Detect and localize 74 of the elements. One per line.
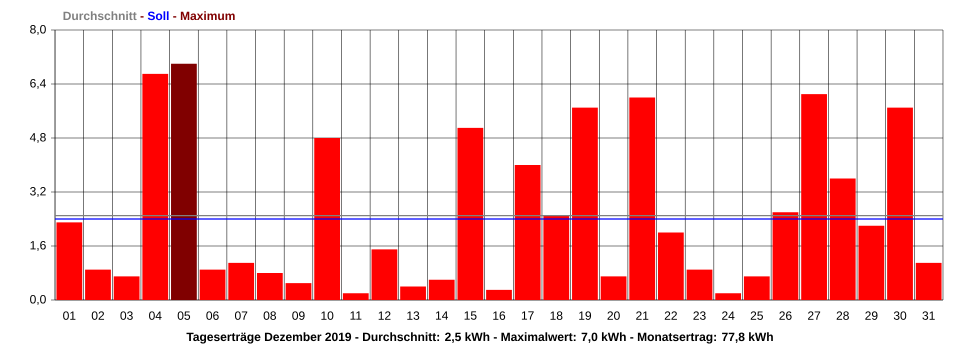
x-tick-label: 26 [779, 311, 792, 320]
x-tick-label: 12 [378, 311, 390, 320]
x-tick-label: 23 [693, 311, 706, 320]
text: - [140, 16, 144, 18]
x-tick-label: 04 [149, 311, 162, 320]
ref-line-label: Durchschnitt [64, 11, 137, 20]
bar [114, 276, 140, 300]
x-tick-label: 28 [836, 311, 849, 320]
x-tick-label: 27 [808, 311, 820, 320]
x-tick-label: 24 [722, 311, 734, 320]
bar [171, 64, 197, 300]
bar [56, 222, 82, 300]
bar [286, 283, 312, 300]
bar [572, 108, 598, 300]
bar [830, 178, 856, 300]
bar [372, 249, 398, 300]
x-tick-label: 06 [206, 311, 219, 320]
bar [772, 212, 798, 300]
bar [801, 94, 827, 300]
x-tick-label: 21 [636, 311, 648, 320]
x-tick-label: 09 [292, 311, 305, 320]
text: - [173, 16, 176, 18]
x-tick-label: 11 [350, 311, 362, 320]
y-tick-label: 8,0 [30, 25, 46, 35]
x-tick-label: 25 [750, 311, 763, 320]
bar [342, 293, 369, 300]
ref-line-label: Soll [148, 11, 169, 20]
text: Tageserträge Dezember 2019 - Durchschnitt: 2,5 kWh - Maximalwert: 7,0 kWh - Monatsertrag: 77,8 kWh [186, 332, 773, 344]
bar [486, 290, 512, 300]
bar [256, 272, 283, 300]
bar [686, 270, 712, 300]
bar [228, 262, 254, 300]
y-tick-label: 1,6 [30, 241, 46, 251]
bar [400, 286, 426, 300]
x-tick-label: 13 [407, 311, 420, 320]
x-tick-label: 05 [178, 311, 190, 320]
bar [543, 216, 570, 300]
bar [887, 108, 913, 300]
x-tick-label: 17 [522, 311, 534, 320]
bar [85, 270, 111, 300]
bar [629, 98, 656, 300]
bar [715, 293, 742, 300]
y-tick-label: 4,8 [30, 133, 46, 143]
text: Maximum [180, 11, 235, 20]
bar [600, 276, 626, 300]
bar [744, 276, 770, 300]
bar [658, 232, 684, 300]
x-tick-label: 08 [264, 311, 276, 320]
x-tick-label: 30 [894, 311, 906, 320]
y-tick-label: 0,0 [30, 295, 46, 305]
bar [428, 280, 455, 300]
x-tick-label: 03 [120, 311, 133, 320]
x-tick-label: 22 [664, 311, 677, 320]
x-tick-label: 18 [550, 311, 562, 320]
y-tick-label: 3,2 [30, 187, 46, 197]
x-tick-label: 01 [63, 311, 76, 320]
x-tick-label: 02 [92, 311, 104, 320]
bar [858, 226, 884, 300]
y-tick-label: 6,4 [30, 79, 46, 89]
x-tick-label: 15 [464, 311, 477, 320]
x-tick-label: 20 [608, 311, 620, 320]
bar [457, 128, 484, 300]
x-tick-label: 14 [436, 311, 448, 320]
bar [514, 164, 541, 300]
x-tick-label: 31 [922, 311, 935, 320]
bar [200, 270, 226, 300]
x-tick-label: 16 [493, 311, 506, 320]
x-tick-label: 29 [865, 311, 878, 320]
x-tick-label: 07 [234, 311, 248, 320]
x-tick-label: 10 [321, 311, 334, 320]
x-tick-label: 19 [579, 311, 592, 320]
bar [142, 74, 168, 300]
bar [916, 262, 942, 300]
bar [314, 138, 340, 300]
